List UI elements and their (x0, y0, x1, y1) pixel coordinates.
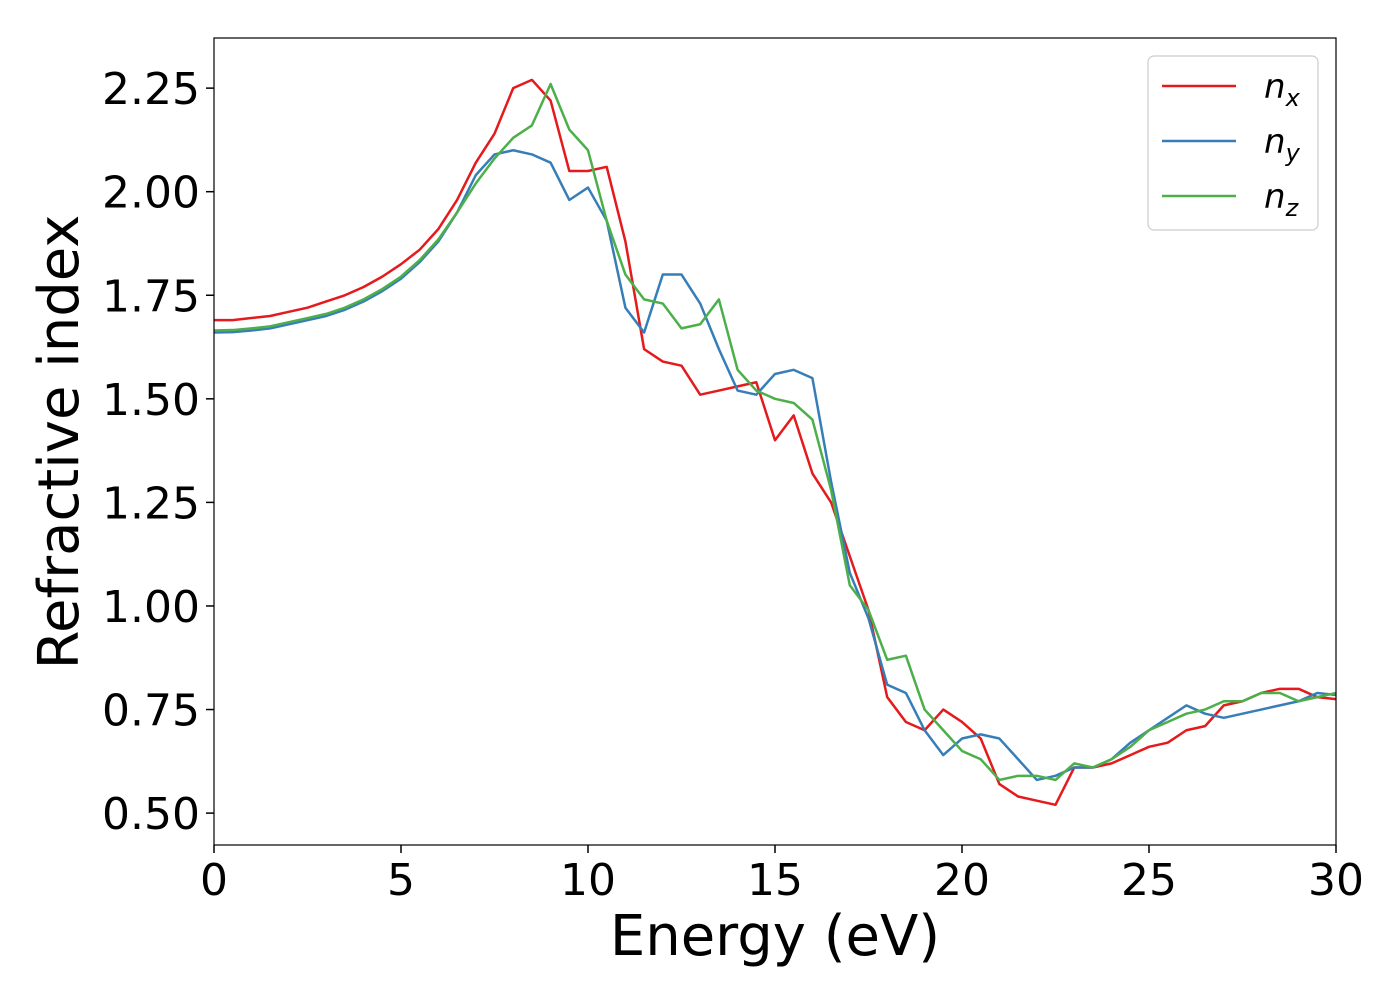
y-tick-label: 1.00 (102, 582, 200, 633)
legend-label: nz (1264, 177, 1300, 222)
legend-box (1147, 55, 1319, 231)
y-tick-label: 2.00 (102, 168, 200, 219)
legend-label: nx (1264, 67, 1301, 112)
x-tick-label: 15 (747, 855, 803, 906)
x-axis-label: Energy (eV) (610, 904, 940, 969)
y-tick-label: 1.50 (102, 375, 200, 426)
series-line (213, 82, 1337, 782)
series-line (214, 78, 1337, 807)
y-tick-label: 1.25 (102, 478, 200, 529)
legend-label: ny (1264, 122, 1301, 167)
y-axis-label: Refractive index (27, 215, 92, 670)
x-tick-label: 10 (560, 855, 616, 906)
y-tick-label: 2.25 (102, 64, 200, 115)
y-tick-label: 0.75 (102, 686, 200, 737)
x-tick-label: 0 (200, 855, 228, 906)
x-tick-label: 30 (1308, 855, 1364, 906)
plot-frame (213, 37, 1337, 846)
y-tick-label: 1.75 (102, 271, 200, 322)
y-tick-label: 0.50 (102, 789, 200, 840)
x-tick-label: 5 (387, 855, 415, 906)
x-tick-label: 25 (1121, 855, 1177, 906)
x-tick-label: 20 (934, 855, 990, 906)
series-line (213, 149, 1337, 782)
